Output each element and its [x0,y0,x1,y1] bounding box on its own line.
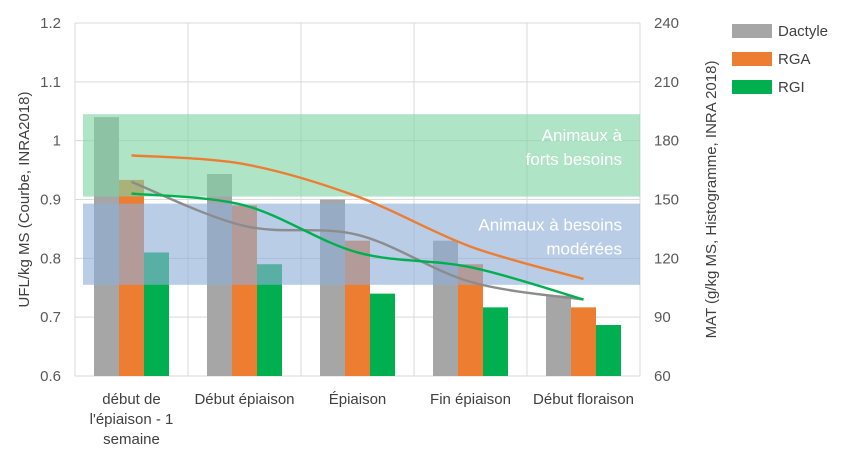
legend-label: RGI [778,79,805,96]
right-tick-label: 240 [654,15,679,32]
left-tick-label: 0.9 [40,192,61,209]
band-label: Animaux à besoins [478,216,622,235]
right-tick-label: 90 [654,309,671,326]
bar-rgi [370,293,395,376]
ufl-line [131,180,584,301]
left-axis-title: UFL/kg MS (Courbe, INRA2018) [16,92,33,308]
band-label: modérées [546,240,622,259]
legend-swatch [732,80,772,94]
category-label: l'épiaison - 1 [90,411,174,428]
left-tick-label: 0.8 [40,250,61,267]
legend-swatch [732,52,772,66]
category-label: Fin épiaison [430,391,511,408]
legend: Dactyle RGA RGI [732,23,828,96]
bar-rga [571,307,596,376]
right-axis-title: MAT (g/kg MS, Histogramme, INRA 2018) [703,61,720,339]
band-label: Animaux à [542,126,623,145]
category-label: Début épiaison [194,391,294,408]
right-tick-label: 150 [654,192,679,209]
legend-label: Dactyle [778,23,828,40]
left-tick-label: 1.2 [40,15,61,32]
left-tick-label: 1 [53,133,61,150]
lines [131,154,584,301]
category-label: semaine [103,431,160,448]
legend-swatch [732,24,772,38]
right-tick-label: 120 [654,250,679,267]
right-tick-label: 180 [654,133,679,150]
left-tick-label: 0.7 [40,309,61,326]
bar-rgi [483,307,508,376]
bands: Animaux à forts besoins Animaux à besoins m… [83,114,640,285]
axes: 0.6 0.7 0.8 0.9 1 1.1 1.2 60 90 120 150 180 210 240 dé… [16,15,720,448]
left-tick-label: 1.1 [40,74,61,91]
category-label: Épiaison [329,391,387,408]
right-tick-label: 210 [654,74,679,91]
ufl-line [131,154,584,281]
legend-label: RGA [778,51,811,68]
band [83,114,640,197]
left-tick-label: 0.6 [40,368,61,385]
right-tick-label: 60 [654,368,671,385]
band [83,203,640,285]
category-label: Début floraison [533,391,634,408]
bar-dactyle [546,295,571,376]
bar-rgi [596,325,621,376]
band-label: forts besoins [526,150,622,169]
ufl-line [131,192,584,301]
category-label: début de [102,391,160,408]
